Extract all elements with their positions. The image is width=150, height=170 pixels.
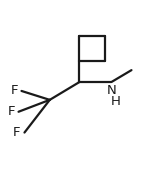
Text: H: H <box>111 95 121 108</box>
Text: N: N <box>107 84 117 97</box>
Text: F: F <box>12 126 20 139</box>
Text: F: F <box>8 105 16 118</box>
Text: F: F <box>11 84 19 97</box>
